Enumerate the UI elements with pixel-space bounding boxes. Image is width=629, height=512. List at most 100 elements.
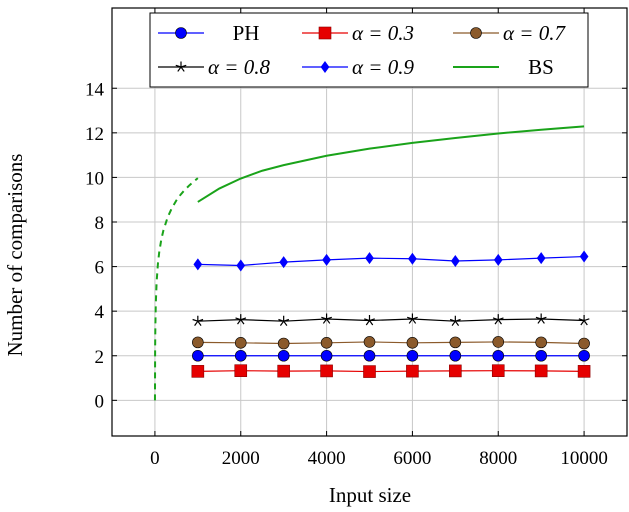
data-point [450, 255, 460, 268]
y-tick-label: 4 [95, 302, 105, 323]
legend-box [149, 12, 589, 88]
data-point [492, 349, 505, 362]
series-2 [192, 336, 590, 350]
series-line [153, 177, 199, 401]
y-axis-label: Number of comparisons [3, 154, 27, 357]
data-point [406, 349, 419, 362]
series-line [197, 125, 585, 203]
data-point [365, 252, 374, 265]
legend-item: α = 0.7 [453, 21, 566, 45]
legend-label: BS [528, 55, 554, 79]
legend-item: α = 0.3 [302, 21, 414, 45]
series-5 [197, 125, 585, 203]
legend: PH α = 0.3 α = 0.7 α = 0.8 α = 0.9 BS [149, 12, 589, 88]
series-line [197, 318, 585, 322]
data-point [363, 336, 376, 348]
y-tick-label: 12 [85, 124, 104, 145]
series-4 [193, 250, 589, 272]
data-point [449, 349, 462, 362]
x-tick-label: 4000 [308, 448, 346, 469]
data-point [322, 253, 331, 266]
data-point [234, 337, 247, 349]
x-tick-label: 0 [150, 448, 160, 469]
data-point [364, 315, 375, 326]
y-tick-label: 14 [85, 79, 105, 100]
data-point [578, 349, 590, 362]
data-point [493, 253, 503, 266]
legend-item: α = 0.8 [158, 55, 270, 79]
data-point [536, 252, 546, 265]
data-point [278, 315, 290, 327]
data-point [277, 337, 290, 350]
x-axis-label: Input size [329, 483, 411, 507]
legend-label: α = 0.3 [352, 21, 414, 45]
data-point [234, 349, 247, 362]
data-point [408, 252, 417, 265]
series-0 [192, 349, 590, 362]
data-point [192, 349, 204, 362]
data-point [577, 365, 591, 378]
data-point [192, 315, 204, 327]
legend-item: PH [158, 21, 259, 45]
data-point [470, 27, 482, 39]
data-point [279, 256, 289, 269]
data-point [449, 336, 462, 349]
data-point [234, 364, 248, 377]
data-point [406, 364, 419, 378]
legend-item: BS [453, 55, 554, 79]
data-point [492, 314, 504, 325]
x-tick-label: 8000 [479, 448, 517, 469]
data-point [321, 313, 332, 324]
data-point [318, 26, 332, 40]
y-tick-label: 0 [95, 391, 105, 412]
data-point [191, 365, 205, 378]
data-point [363, 365, 376, 378]
data-point [579, 250, 589, 263]
y-tick-label: 8 [95, 213, 105, 234]
data-point [578, 315, 590, 326]
y-tick-label: 2 [95, 347, 105, 368]
data-point [320, 60, 330, 74]
series-line [197, 341, 585, 345]
data-point [235, 314, 247, 325]
data-point [534, 364, 548, 378]
series-line [197, 255, 585, 267]
data-point [449, 315, 461, 327]
legend-label: PH [233, 21, 260, 45]
data-point [192, 336, 204, 349]
series-line [197, 370, 585, 373]
y-tick-label: 10 [85, 168, 104, 189]
data-point [363, 349, 376, 362]
data-point [175, 61, 187, 72]
data-point [320, 337, 333, 349]
data-point [175, 27, 187, 39]
data-point [449, 364, 462, 378]
x-tick-label: 2000 [222, 448, 260, 469]
data-point [277, 364, 290, 378]
data-point [277, 349, 290, 362]
tick-labels: 0 2000 4000 6000 8000 10000 0 2 4 6 8 10 12 14 [85, 8, 627, 469]
data-point [491, 364, 505, 377]
data-point [407, 313, 418, 324]
series-3 [192, 313, 590, 327]
data-point [535, 336, 547, 349]
series-1 [191, 364, 591, 378]
data-point [320, 364, 333, 378]
legend-label: α = 0.9 [352, 55, 414, 79]
series-6 [153, 177, 199, 401]
data-point [535, 313, 547, 324]
legend-label: α = 0.8 [208, 55, 270, 79]
x-tick-label: 10000 [560, 448, 608, 469]
data-point [193, 258, 203, 271]
series-layer [153, 125, 591, 401]
data-point [578, 337, 590, 350]
legend-label: α = 0.7 [503, 21, 566, 45]
y-tick-label: 6 [95, 258, 105, 279]
data-point [320, 349, 333, 362]
data-point [492, 336, 505, 348]
data-point [535, 349, 547, 362]
data-point [406, 337, 419, 349]
x-tick-label: 6000 [393, 448, 431, 469]
legend-item: α = 0.9 [302, 55, 414, 79]
